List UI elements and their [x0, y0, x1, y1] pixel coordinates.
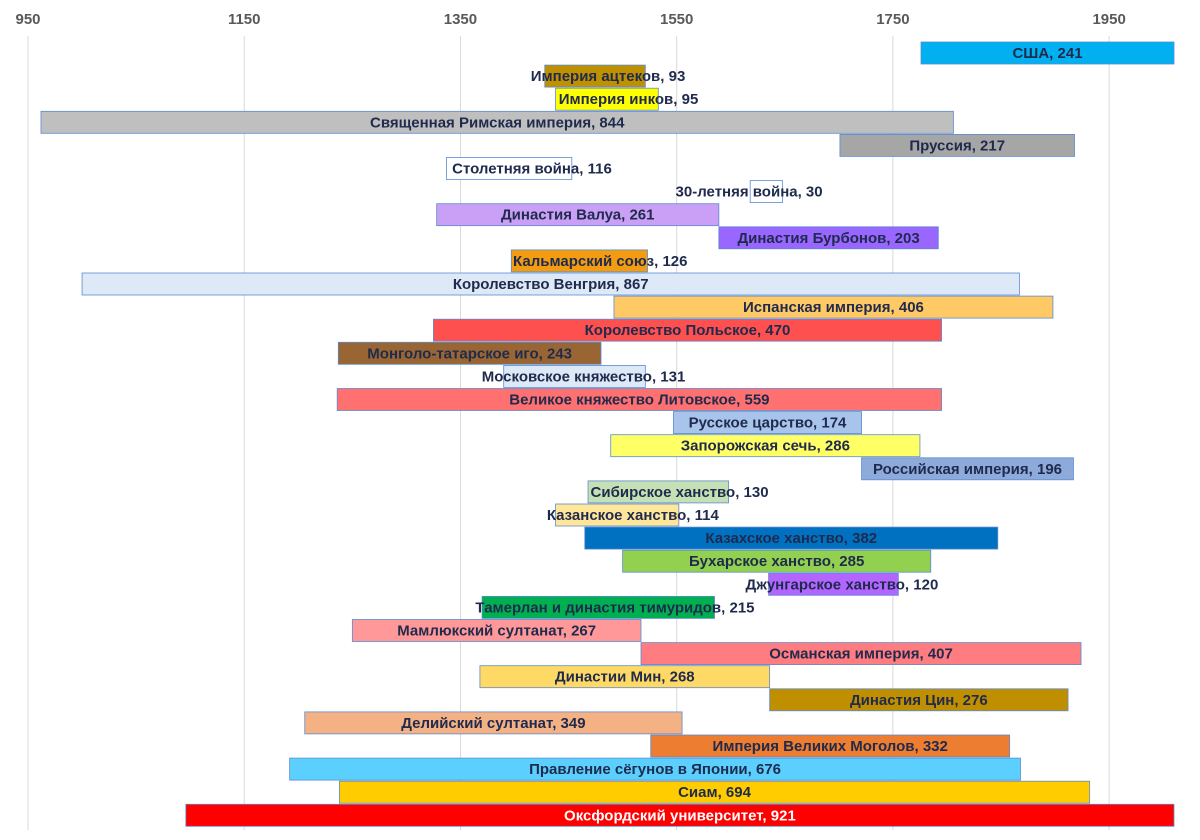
bar: [185, 803, 1175, 827]
bar-label: Династия Бурбонов, 203: [737, 230, 919, 247]
bar: [510, 249, 648, 273]
bar: [81, 272, 1020, 296]
bar-label: Тамерлан и династия тимуридов, 215: [475, 599, 754, 616]
bar-label: Священная Римская империя, 844: [370, 114, 625, 131]
bars: [40, 41, 1175, 827]
bar-label: Оксфордский университет, 921: [564, 807, 796, 824]
bar-label: Кальмарский союз, 126: [513, 253, 687, 270]
bar: [584, 526, 999, 550]
bar-label: Династии Мин, 268: [555, 669, 695, 686]
bar: [304, 711, 683, 735]
bar-label: Османская империя, 407: [769, 646, 953, 663]
bar-label: Испанская империя, 406: [743, 299, 924, 316]
bar: [769, 688, 1069, 712]
x-tick-label: 1750: [876, 11, 909, 28]
x-tick-label: 1350: [444, 11, 477, 28]
bar: [289, 757, 1021, 781]
bar-label: Казанское ханство, 114: [547, 507, 720, 524]
bar-label: Казахское ханство, 382: [705, 530, 877, 547]
bar-label: Династия Валуа, 261: [501, 207, 655, 224]
bar-labels: США, 241 Империя ацтеков, 93 Империя инков…: [367, 45, 1082, 824]
bar-label: Великое княжество Литовское, 559: [509, 392, 769, 409]
bar-label: Московское княжество, 131: [482, 368, 686, 385]
bar: [718, 226, 939, 250]
bar-label: Пруссия, 217: [909, 137, 1005, 154]
x-axis-ticks: 950 1150 1350 1550 1750 1950: [15, 11, 1125, 28]
bar-label: Делийский султанат, 349: [401, 715, 585, 732]
bar: [622, 549, 932, 573]
bar: [839, 133, 1075, 157]
bar: [40, 110, 954, 134]
bar: [587, 480, 729, 504]
x-tick-label: 1150: [228, 11, 261, 28]
bar: [544, 64, 646, 88]
bar: [613, 295, 1054, 319]
bar-label: Столетняя война, 116: [452, 161, 612, 178]
bar: [749, 180, 784, 204]
bar: [351, 619, 642, 642]
bar-label: Бухарское ханство, 285: [689, 553, 864, 570]
bar-label: Королевство Венгрия, 867: [453, 276, 649, 293]
x-tick-label: 1550: [660, 11, 693, 28]
bar: [481, 596, 715, 619]
bar: [555, 503, 680, 527]
bar-label: Сибирское ханство, 130: [591, 484, 769, 501]
bar: [337, 341, 602, 365]
bar-label: Сиам, 694: [678, 784, 752, 801]
bar: [555, 87, 659, 111]
bar-label: Монголо-татарское иго, 243: [367, 345, 572, 362]
bar: [650, 734, 1011, 758]
bar: [610, 434, 921, 458]
bar-label: Королевство Польское, 470: [585, 322, 791, 339]
bar-label: Запорожская сечь, 286: [681, 438, 850, 455]
bar: [338, 780, 1091, 804]
bar: [436, 203, 720, 227]
bar-label: Правление сёгунов в Японии, 676: [529, 761, 781, 778]
bar: [920, 41, 1175, 65]
bar-label: Империя инков, 95: [559, 91, 699, 108]
bar: [433, 318, 942, 342]
bar-label: 30-летняя война, 30: [676, 184, 823, 201]
bar-label: Династия Цин, 276: [850, 692, 988, 709]
bar-label: Империя Великих Моголов, 332: [713, 738, 948, 755]
x-tick-label: 1950: [1092, 11, 1125, 28]
bar-label: Мамлюкский султанат, 267: [397, 623, 596, 640]
bar: [503, 364, 646, 388]
bar: [673, 411, 862, 435]
bar: [445, 157, 573, 180]
bar: [479, 665, 771, 689]
bar: [336, 388, 942, 411]
bar-label: Джунгарское ханство, 120: [746, 576, 939, 593]
x-tick-label: 950: [15, 11, 40, 28]
bar: [861, 457, 1074, 481]
bar-label: Империя ацтеков, 93: [531, 68, 686, 85]
bar-label: Русское царство, 174: [689, 415, 847, 432]
bar: [640, 642, 1082, 665]
bar: [768, 572, 899, 596]
bar-label: США, 241: [1012, 45, 1082, 62]
bar-label: Российская империя, 196: [873, 461, 1062, 478]
